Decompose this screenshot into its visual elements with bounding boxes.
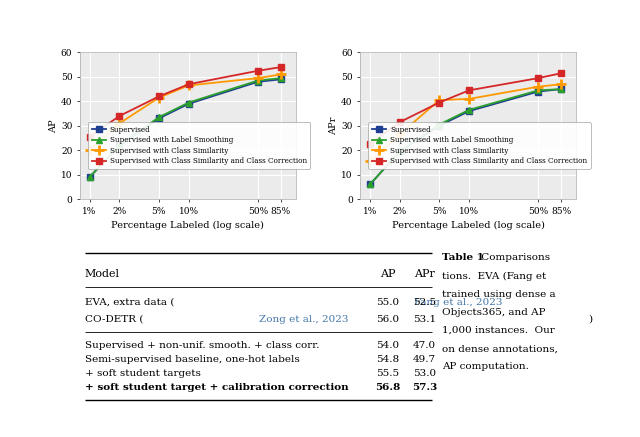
Legend: Supervised, Supervised with Label Smoothing, Supervised with Class Similarity, S: Supervised, Supervised with Label Smooth… xyxy=(88,122,310,169)
Text: 54.8: 54.8 xyxy=(376,355,399,364)
Text: Semi-supervised baseline, one-hot labels: Semi-supervised baseline, one-hot labels xyxy=(85,355,300,364)
Text: 49.7: 49.7 xyxy=(413,355,436,364)
Text: on dense annotations,: on dense annotations, xyxy=(442,344,558,353)
Text: 53.0: 53.0 xyxy=(413,369,436,378)
Text: 57.3: 57.3 xyxy=(412,383,437,392)
Text: trained using dense a: trained using dense a xyxy=(442,290,556,299)
Text: ): ) xyxy=(588,315,592,323)
Text: 52.5: 52.5 xyxy=(413,298,436,307)
Text: Comparisons: Comparisons xyxy=(478,253,550,263)
X-axis label: Percentage Labeled (log scale): Percentage Labeled (log scale) xyxy=(111,221,264,230)
Text: tions.  EVA (Fang et: tions. EVA (Fang et xyxy=(442,271,547,281)
Text: 55.5: 55.5 xyxy=(376,369,399,378)
Legend: Supervised, Supervised with Label Smoothing, Supervised with Class Similarity, S: Supervised, Supervised with Label Smooth… xyxy=(368,122,591,169)
Text: 54.0: 54.0 xyxy=(376,341,399,350)
Text: Table 1: Table 1 xyxy=(442,253,484,263)
Text: Zong et al., 2023: Zong et al., 2023 xyxy=(259,315,349,323)
X-axis label: Percentage Labeled (log scale): Percentage Labeled (log scale) xyxy=(392,221,545,230)
Text: Fang et al., 2023: Fang et al., 2023 xyxy=(414,298,502,307)
Text: + soft student targets: + soft student targets xyxy=(85,369,201,378)
Text: APr: APr xyxy=(414,269,435,279)
Text: Supervised + non-unif. smooth. + class corr.: Supervised + non-unif. smooth. + class c… xyxy=(85,341,319,350)
Text: + soft student target + calibration correction: + soft student target + calibration corr… xyxy=(85,383,349,392)
Text: EVA, extra data (: EVA, extra data ( xyxy=(85,298,174,307)
Text: CO-DETR (: CO-DETR ( xyxy=(85,315,143,323)
Text: 53.1: 53.1 xyxy=(413,315,436,323)
Text: 47.0: 47.0 xyxy=(413,341,436,350)
Text: Objects365, and AP: Objects365, and AP xyxy=(442,308,545,317)
Text: 55.0: 55.0 xyxy=(376,298,399,307)
Y-axis label: AP: AP xyxy=(49,119,58,132)
Text: AP computation.: AP computation. xyxy=(442,362,529,371)
Text: Model: Model xyxy=(85,269,120,279)
Text: 56.0: 56.0 xyxy=(376,315,399,323)
Text: 56.8: 56.8 xyxy=(375,383,400,392)
Y-axis label: APr: APr xyxy=(330,117,339,135)
Text: AP: AP xyxy=(380,269,396,279)
Text: 1,000 instances.  Our: 1,000 instances. Our xyxy=(442,326,555,335)
